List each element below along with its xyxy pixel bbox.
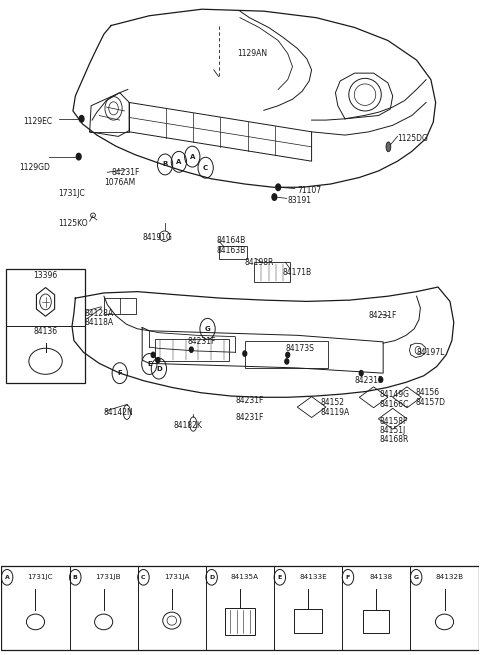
Text: 84133E: 84133E [299, 574, 327, 580]
Text: 84163B: 84163B [216, 246, 245, 255]
Bar [155, 339, 229, 362]
Text: 1731JC: 1731JC [27, 574, 53, 580]
Text: 83191: 83191 [288, 196, 312, 205]
Text: 84231F: 84231F [111, 168, 140, 178]
Text: B: B [73, 575, 78, 580]
Text: A: A [176, 159, 181, 165]
Text: 84152: 84152 [320, 398, 344, 407]
Text: 84132B: 84132B [435, 574, 463, 580]
Bar [254, 262, 290, 282]
Text: A: A [190, 154, 195, 160]
Text: G: G [414, 575, 419, 580]
Text: 1129AN: 1129AN [238, 49, 268, 58]
Text: 13396: 13396 [34, 271, 58, 280]
Text: G: G [204, 326, 210, 332]
Text: 84138: 84138 [370, 574, 393, 580]
Text: 84151J: 84151J [380, 426, 406, 435]
Text: 84158F: 84158F [380, 417, 408, 426]
Text: 84231F: 84231F [188, 337, 216, 346]
Circle shape [243, 351, 247, 356]
Circle shape [379, 377, 383, 383]
Text: 84135A: 84135A [231, 574, 259, 580]
Text: 1731JB: 1731JB [96, 574, 121, 580]
Ellipse shape [386, 142, 391, 152]
Text: 84197L: 84197L [417, 348, 445, 357]
Text: D: D [156, 365, 162, 371]
Text: 1731JA: 1731JA [164, 574, 189, 580]
Text: C: C [203, 164, 208, 171]
Text: A: A [5, 575, 10, 580]
Bar [225, 608, 255, 635]
Text: E: E [278, 575, 282, 580]
Text: 84142N: 84142N [104, 408, 134, 417]
Bar [294, 608, 322, 633]
Text: 84173S: 84173S [285, 344, 314, 353]
Circle shape [276, 184, 281, 191]
Circle shape [360, 371, 363, 376]
Bar [104, 298, 136, 314]
Bar [6, 269, 85, 383]
Text: 84166C: 84166C [380, 400, 409, 409]
Text: C: C [141, 575, 146, 580]
Text: 84231F: 84231F [369, 311, 397, 320]
Text: 84182K: 84182K [173, 421, 202, 430]
Text: 84191G: 84191G [142, 233, 172, 242]
Text: F: F [118, 370, 122, 376]
Bar [218, 246, 247, 259]
Text: 84118A: 84118A [85, 318, 114, 327]
Text: 84231F: 84231F [355, 377, 383, 386]
Text: 84231F: 84231F [235, 396, 264, 405]
Bar [363, 610, 389, 633]
Text: E: E [147, 361, 152, 367]
Circle shape [272, 194, 277, 200]
Text: 1731JC: 1731JC [59, 189, 85, 198]
Text: 84128A: 84128A [85, 309, 114, 318]
Text: 1125KO: 1125KO [59, 219, 88, 228]
Text: 84157D: 84157D [416, 398, 445, 407]
Text: 1076AM: 1076AM [104, 178, 135, 187]
Circle shape [286, 352, 289, 358]
Circle shape [285, 359, 288, 364]
Text: 84164B: 84164B [216, 236, 245, 245]
Bar [245, 341, 328, 368]
Circle shape [151, 352, 155, 358]
Text: 84119A: 84119A [320, 408, 349, 417]
Circle shape [156, 358, 160, 363]
Text: 84149G: 84149G [380, 390, 410, 399]
Text: F: F [346, 575, 350, 580]
Circle shape [190, 347, 193, 352]
Circle shape [79, 115, 84, 122]
Text: 84231F: 84231F [235, 413, 264, 422]
Text: 84171B: 84171B [283, 267, 312, 276]
Text: 84136: 84136 [34, 327, 58, 336]
Text: 84198R: 84198R [245, 258, 274, 267]
Bar [1, 565, 479, 650]
Text: 84156: 84156 [416, 388, 440, 397]
Circle shape [76, 153, 81, 160]
Text: 84168R: 84168R [380, 435, 409, 444]
Text: 1125DG: 1125DG [397, 134, 428, 143]
Text: B: B [162, 161, 168, 168]
Text: 71107: 71107 [297, 186, 322, 195]
Text: 1129EC: 1129EC [23, 117, 52, 126]
Text: 1129GD: 1129GD [20, 163, 50, 172]
Text: D: D [209, 575, 214, 580]
